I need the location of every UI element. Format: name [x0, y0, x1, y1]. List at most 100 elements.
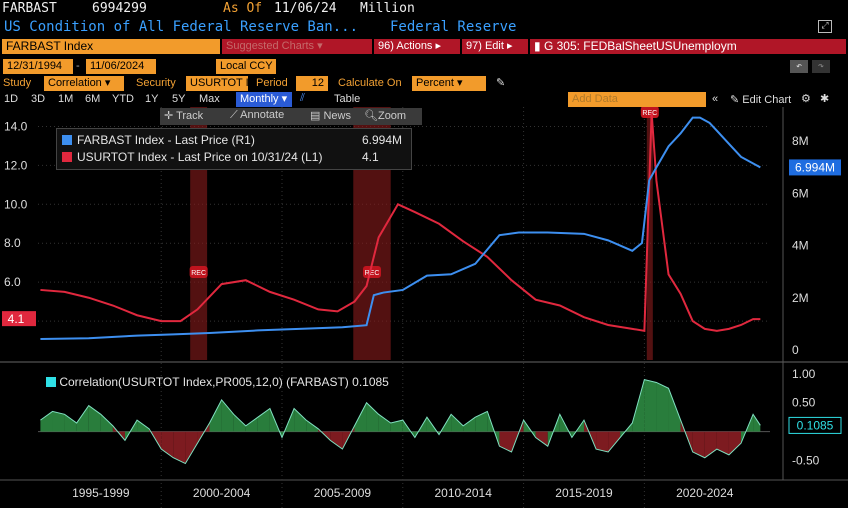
start-date-field[interactable]: 12/31/1994 [3, 59, 73, 74]
period-input[interactable]: 12 [296, 76, 328, 91]
right-tick-label: 6M [792, 186, 809, 200]
correlation-area [88, 405, 101, 432]
study-value: Correlation [48, 77, 102, 89]
actions-menu[interactable]: 96) Actions ▸ [374, 39, 460, 54]
range-5y[interactable]: 5Y [172, 93, 186, 105]
suggested-label: Suggested Charts [226, 40, 315, 52]
x-tick-label: 1995-1999 [72, 486, 130, 500]
title-bar: FARBAST 6994299 As Of 11/06/24 Million [0, 0, 848, 17]
chart-type-icon[interactable]: ⫽ [300, 92, 305, 104]
fed-balance-line [40, 116, 761, 341]
edit-menu[interactable]: 97) Edit ▸ [462, 39, 528, 54]
correlation-area [233, 414, 246, 432]
security-input[interactable]: USURTOT I [186, 76, 249, 91]
right-tick-label: 8M [792, 134, 809, 148]
range-3d[interactable]: 3D [31, 93, 46, 105]
end-date-field[interactable]: 11/06/2024 [86, 59, 156, 74]
security-field[interactable]: FARBAST Index [2, 39, 220, 54]
suggested-charts-button[interactable]: Suggested Charts ▾ [222, 39, 372, 54]
correlation-area [294, 408, 307, 432]
correlation-line [40, 378, 761, 465]
correlation-area [100, 414, 113, 432]
correlation-area [40, 411, 53, 432]
correlation-area [656, 382, 669, 432]
recession-label: REC [365, 270, 380, 277]
x-tick-label: 2020-2024 [676, 486, 734, 500]
study-dropdown[interactable]: Correlation ▾ [44, 76, 124, 91]
correlation-area [137, 420, 150, 432]
legend-item: USURTOT Index - Last Price on 10/31/24 (… [62, 150, 407, 164]
correlation-area [257, 408, 270, 432]
last-right-label: 6.994M [795, 160, 835, 174]
collapse-icon[interactable]: « [712, 93, 719, 105]
track-label: Track [176, 110, 204, 122]
range-6m[interactable]: 6M [85, 93, 101, 105]
add-data-field[interactable]: Add Data [568, 92, 706, 107]
study-legend-value: 0.1085 [352, 375, 389, 389]
pencil-icon[interactable]: ✎ [496, 77, 506, 89]
calculate-on-dropdown[interactable]: Percent ▾ [412, 76, 486, 91]
annotate-tool[interactable]: ⟋ Annotate [230, 109, 285, 121]
annotate-label: Annotate [240, 109, 285, 121]
table-button[interactable]: Table [334, 93, 361, 105]
correlation-area [716, 431, 729, 455]
zoom-tool[interactable]: 🔍︎Zoom [364, 110, 407, 122]
date-separator: - [76, 60, 80, 72]
edit-chart-label: Edit Chart [742, 94, 792, 106]
last-right-box [789, 159, 841, 176]
legend-item: FARBAST Index - Last Price (R1) 6.994M [62, 133, 407, 147]
legend-swatch [62, 152, 72, 162]
range-1y[interactable]: 1Y [145, 93, 159, 105]
left-tick-label: 8.0 [4, 236, 21, 250]
currency-field[interactable]: Local CCY [216, 59, 276, 74]
chart-id-bar[interactable]: ▮ G 305: FEDBalSheetUSUnemploym [530, 39, 846, 54]
legend-label: FARBAST Index - Last Price (R1) [77, 133, 255, 147]
correlation-area [245, 417, 258, 432]
recession-marker [362, 266, 381, 278]
correlation-last-label: 0.1085 [797, 418, 834, 432]
correlation-area [728, 431, 742, 455]
study-legend: Correlation(USURTOT Index,PR005,12,0) (F… [46, 375, 389, 389]
toolbar: FARBAST Index Suggested Charts ▾ 96) Act… [0, 38, 848, 55]
range-1m[interactable]: 1M [58, 93, 74, 105]
as-of-label: As Of [223, 1, 263, 16]
legend-swatch [62, 135, 72, 145]
ticker-value: 6994299 [92, 1, 147, 16]
correlation-area [475, 411, 488, 432]
frequency-dropdown[interactable]: Monthly ▾ [236, 92, 292, 107]
correlation-area [632, 379, 645, 432]
range-1d[interactable]: 1D [4, 93, 19, 105]
right-tick-label: 4M [792, 239, 809, 253]
correlation-area [596, 431, 609, 452]
correlation-area [499, 431, 512, 452]
calculate-on-value: Percent [416, 77, 454, 89]
news-tool[interactable]: ▤ News [310, 110, 351, 122]
edit-number: 97) [466, 40, 482, 52]
expand-icon[interactable]: ⤢ [818, 20, 832, 33]
correlation-area [608, 431, 621, 452]
undo-icon[interactable]: ↶ [790, 60, 808, 73]
study-bar: Study Correlation ▾ Security USURTOT I P… [0, 76, 848, 92]
recession-label: REC [642, 110, 657, 117]
range-max[interactable]: Max [199, 93, 220, 105]
correlation-area [463, 417, 476, 432]
x-tick-label: 2015-2019 [555, 486, 613, 500]
correlation-area [692, 431, 705, 458]
settings-icon[interactable]: ⚙ [801, 93, 811, 105]
redo-icon[interactable]: ↷ [812, 60, 830, 73]
edit-chart-button[interactable]: ✎ Edit Chart [730, 94, 792, 106]
correlation-area [64, 414, 77, 432]
calculate-on-label: Calculate On [338, 77, 402, 89]
legend: FARBAST Index - Last Price (R1) 6.994M USU… [56, 128, 412, 170]
range-ytd[interactable]: YTD [112, 93, 134, 105]
ticker-symbol: FARBAST [2, 1, 57, 16]
correlation-area [76, 405, 89, 432]
correlation-tick: -0.50 [792, 454, 820, 468]
gear-icon[interactable]: ✱ [820, 93, 830, 105]
recession-marker [189, 266, 208, 278]
correlation-area [221, 399, 234, 432]
track-tool[interactable]: ✛ Track [164, 110, 204, 122]
correlation-area [644, 379, 657, 432]
correlation-area [390, 420, 403, 432]
